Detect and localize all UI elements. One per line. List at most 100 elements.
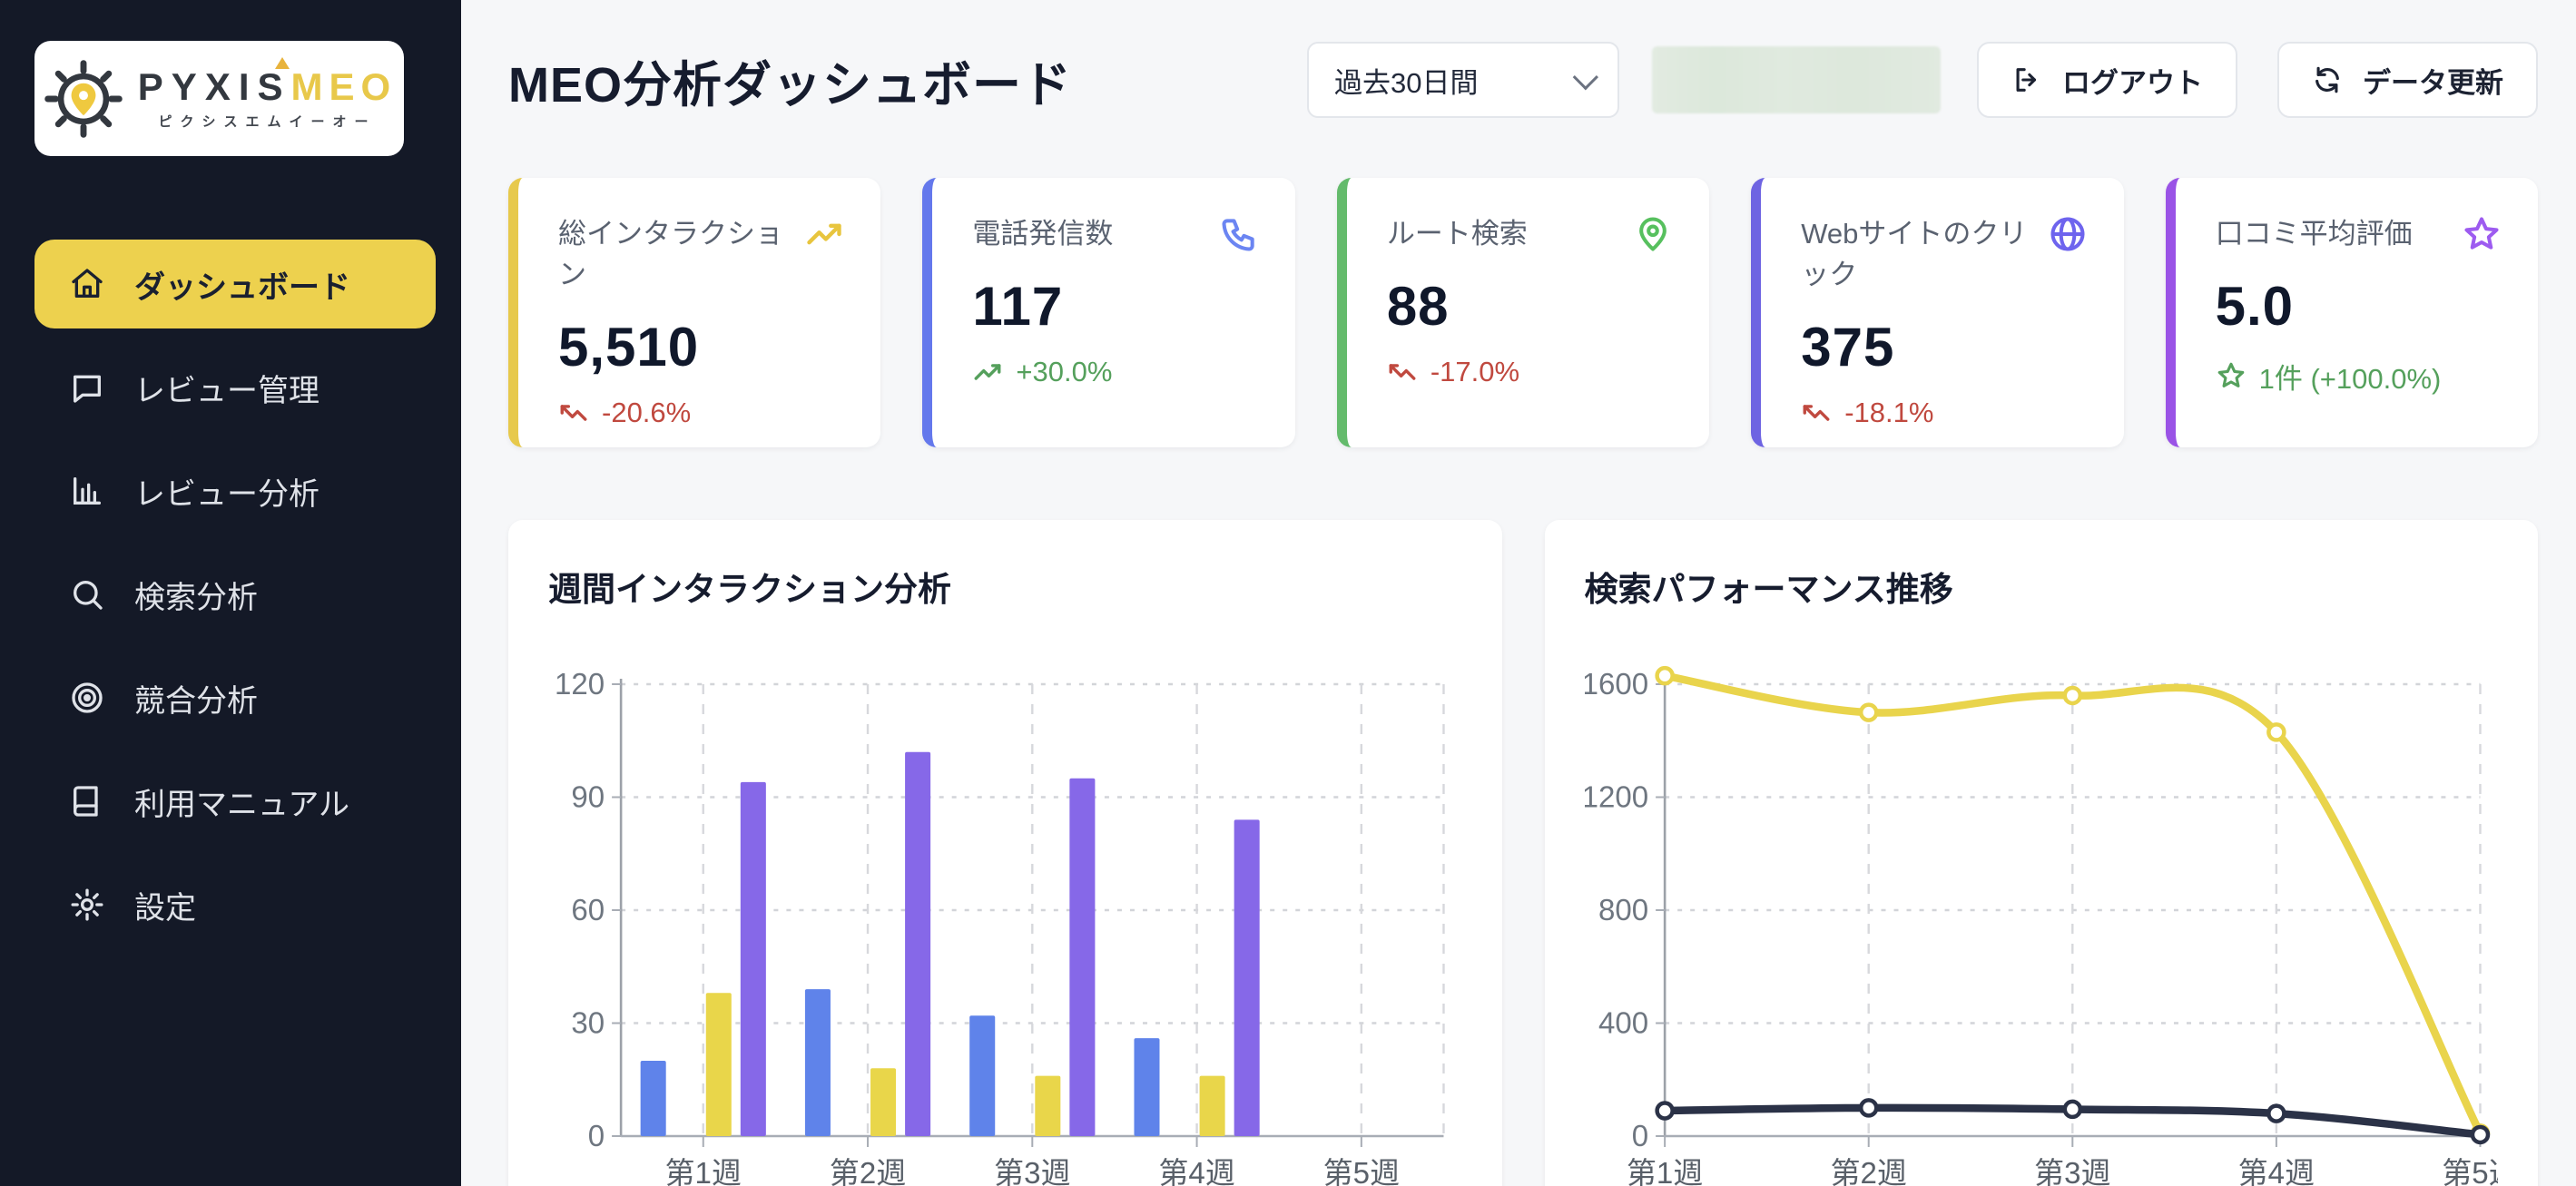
svg-text:400: 400: [1598, 1006, 1647, 1040]
sidebar-item-settings[interactable]: 設定: [34, 860, 436, 949]
refresh-label: データ更新: [2363, 66, 2503, 99]
svg-text:1600: 1600: [1585, 667, 1648, 701]
kpi-value: 5.0: [2215, 275, 2295, 337]
sidebar-item-label: 検索分析: [134, 580, 258, 615]
kpi-label: 口コミ平均評価: [2215, 218, 2413, 250]
main-content: MEO分析ダッシュボード 過去30日間 ログアウト データ更新 総インタラクショ…: [461, 0, 2576, 1186]
sidebar-item-competitor-analysis[interactable]: 競合分析: [34, 653, 436, 742]
sidebar-item-label: 設定: [134, 890, 196, 926]
kpi-label: Webサイトのクリック: [1801, 218, 2028, 290]
svg-text:第5週: 第5週: [2442, 1156, 2498, 1186]
kpi-change-text: 1件 (+100.0%): [2258, 362, 2442, 395]
svg-text:第3週: 第3週: [2034, 1156, 2110, 1186]
chart-title: 検索パフォーマンス推移: [1584, 571, 1953, 608]
kpi-label: ルート検索: [1386, 218, 1528, 250]
kpi-card-phone-calls: 電話発信数 117 +30.0%: [922, 178, 1295, 447]
kpi-card-total-interactions: 総インタラクション 5,510 -20.6%: [508, 178, 881, 447]
refresh-icon: [2315, 66, 2339, 93]
sidebar-item-review-management[interactable]: レビュー管理: [34, 343, 436, 432]
business-name-redacted: [1652, 46, 1941, 113]
header: MEO分析ダッシュボード 過去30日間 ログアウト データ更新: [508, 42, 2538, 118]
svg-text:90: 90: [571, 780, 605, 814]
trending-down-icon: [1389, 364, 1416, 380]
svg-text:第5週: 第5週: [1323, 1156, 1400, 1186]
sidebar: PYXIS MEO ピクシスエムイーオー ダッシュボード レビュー管理 レビュー…: [0, 0, 461, 1186]
svg-text:60: 60: [571, 893, 605, 926]
sidebar-item-search-analysis[interactable]: 検索分析: [34, 550, 436, 639]
star-icon: [2464, 217, 2499, 250]
trending-down-icon: [560, 405, 587, 421]
charts-row: 週間インタラクション分析 0 30 60 90 120 第1週 第2週 第3週 第4週 第5週 検…: [508, 520, 2538, 1186]
sidebar-item-dashboard[interactable]: ダッシュボード: [34, 240, 436, 328]
svg-text:第1週: 第1週: [1626, 1156, 1702, 1186]
svg-text:120: 120: [555, 667, 605, 701]
sidebar-item-review-analysis[interactable]: レビュー分析: [34, 446, 436, 535]
logout-label: ログアウト: [2062, 66, 2203, 99]
sidebar-item-label: レビュー管理: [134, 373, 320, 408]
globe-icon: [2050, 217, 2085, 251]
period-select-value: 過去30日間: [1334, 66, 1479, 99]
svg-text:1200: 1200: [1585, 780, 1648, 814]
kpi-value: 5,510: [558, 316, 700, 377]
sidebar-item-label: レビュー分析: [134, 476, 320, 512]
sidebar-item-label: 利用マニュアル: [134, 787, 349, 822]
book-icon: [74, 786, 98, 817]
svg-text:第2週: 第2週: [830, 1156, 906, 1186]
chat-icon: [74, 375, 102, 403]
weekly-interaction-bar-chart: 0 30 60 90 120 第1週 第2週 第3週 第4週 第5週: [555, 667, 1445, 1186]
svg-text:第3週: 第3週: [994, 1156, 1070, 1186]
logout-button[interactable]: ログアウト: [1977, 42, 2237, 118]
star-icon: [2217, 363, 2244, 388]
phone-icon: [1222, 219, 1254, 251]
trending-down-icon: [1803, 405, 1830, 421]
sidebar-item-label: ダッシュボード: [134, 270, 350, 305]
chart-title: 週間インタラクション分析: [548, 571, 951, 608]
brand-name-accent: MEO: [290, 65, 398, 108]
logo-needle-icon: [274, 57, 290, 69]
compass-pin-icon: [44, 59, 123, 138]
brand-logo: PYXIS MEO ピクシスエムイーオー: [34, 41, 404, 156]
svg-text:0: 0: [588, 1119, 605, 1152]
search-performance-line-chart: 0 400 800 1200 1600 第1週 第2週 第3週 第4週 第5週: [1585, 665, 2498, 1186]
kpi-row: 総インタラクション 5,510 -20.6% 電話発信数 117 +30.0% …: [508, 178, 2539, 447]
sidebar-menu: ダッシュボード レビュー管理 レビュー分析 検索分析 競合分析 利用マニュアル …: [34, 240, 436, 949]
svg-text:第4週: 第4週: [2237, 1156, 2314, 1186]
svg-text:0: 0: [1631, 1119, 1647, 1152]
gear-icon: [71, 888, 103, 921]
chevron-down-icon: [1572, 64, 1598, 91]
svg-text:第4週: 第4週: [1158, 1156, 1234, 1186]
brand-name: PYXIS: [137, 65, 291, 108]
brand-subtitle: ピクシスエムイーオー: [158, 114, 377, 130]
kpi-value: 88: [1386, 275, 1450, 337]
target-icon: [72, 682, 103, 713]
logout-icon: [2016, 68, 2037, 92]
svg-text:800: 800: [1598, 893, 1647, 926]
kpi-card-website-clicks: Webサイトのクリック 375 -18.1%: [1751, 178, 2124, 447]
map-pin-icon: [1639, 217, 1667, 251]
svg-text:第2週: 第2週: [1830, 1156, 1906, 1186]
search-performance-chart-card: 検索パフォーマンス推移 0 400 800 1200 1600 第1週 第2週 第3週 第4週 第…: [1544, 520, 2538, 1186]
sidebar-item-manual[interactable]: 利用マニュアル: [34, 757, 436, 846]
bar-chart-icon: [74, 477, 102, 505]
sidebar-item-label: 競合分析: [134, 683, 258, 719]
kpi-change-text: -18.1%: [1844, 396, 1934, 428]
kpi-change-text: -20.6%: [602, 396, 692, 428]
weekly-interaction-chart-card: 週間インタラクション分析 0 30 60 90 120 第1週 第2週 第3週 第4週 第5週: [508, 520, 1502, 1186]
kpi-label: 電話発信数: [972, 218, 1114, 250]
svg-text:30: 30: [571, 1006, 605, 1040]
search-icon: [74, 581, 103, 610]
kpi-value: 117: [972, 275, 1064, 337]
kpi-label: 総インタラクション: [558, 218, 783, 290]
kpi-change-text: -17.0%: [1430, 355, 1520, 387]
kpi-card-route-searches: ルート検索 88 -17.0%: [1336, 178, 1710, 447]
period-select[interactable]: 過去30日間: [1307, 42, 1619, 118]
trending-up-icon: [807, 223, 842, 245]
kpi-change-text: +30.0%: [1016, 355, 1113, 387]
kpi-card-review-rating: 口コミ平均評価 5.0 1件 (+100.0%): [2165, 178, 2539, 447]
svg-text:第1週: 第1週: [665, 1156, 742, 1186]
home-icon: [72, 269, 103, 298]
kpi-value: 375: [1801, 316, 1895, 377]
data-refresh-button[interactable]: データ更新: [2277, 42, 2538, 118]
trending-up-icon: [974, 364, 1001, 380]
page-title: MEO分析ダッシュボード: [508, 57, 1073, 113]
